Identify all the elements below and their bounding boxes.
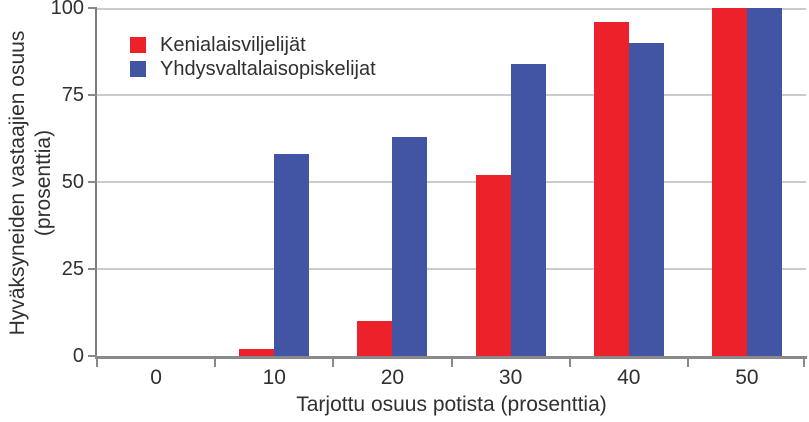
x-tick [450,359,453,367]
bar-kenialaisviljelijat-10 [239,349,275,356]
x-tick [214,359,217,367]
bar-yhdysvaltalaisopiskelijat-10 [274,154,310,356]
y-tick-label: 25 [61,258,84,280]
y-tick-0 [88,355,97,357]
y-tick-25 [88,268,97,270]
y-tick-100 [88,7,97,9]
bar-yhdysvaltalaisopiskelijat-40 [628,42,664,356]
bar-group-10 [215,8,333,356]
legend-swatch-kenialaisviljelijat [130,37,146,53]
legend: Kenialaisviljelijät Yhdysvaltalaisopiskel… [130,34,376,82]
x-tick-label: 30 [498,366,523,389]
x-axis-line [95,356,807,359]
y-tick-label: 50 [61,171,84,193]
legend-label: Yhdysvaltalaisopiskelijat [160,58,376,80]
gridline-100 [97,8,806,10]
x-axis-title: Tarjottu osuus potista (prosenttia) [296,393,607,416]
gridline-75 [97,94,806,96]
x-tick-label: 50 [735,366,759,389]
x-tick-label: 20 [380,366,405,389]
x-tick-label: 10 [262,366,286,389]
legend-label: Kenialaisviljelijät [160,34,306,56]
y-tick-50 [88,181,97,183]
bar-kenialaisviljelijat-30 [475,175,511,356]
y-tick-label: 0 [72,345,84,367]
bar-kenialaisviljelijat-50 [711,8,747,356]
y-tick-75 [88,94,97,96]
bar-yhdysvaltalaisopiskelijat-20 [392,136,428,356]
x-tick [568,359,571,367]
x-tick [332,359,335,367]
x-tick-label: 0 [150,366,162,389]
bar-kenialaisviljelijat-40 [593,21,629,356]
bar-group-40 [570,8,688,356]
x-tick [96,359,98,367]
plot-area: Kenialaisviljelijät Yhdysvaltalaisopiskel… [97,8,806,356]
y-tick-label: 75 [61,84,84,106]
gridline-50 [97,181,806,183]
gridline-25 [97,268,806,270]
x-tick-label: 40 [617,366,641,389]
bar-yhdysvaltalaisopiskelijat-30 [510,63,546,356]
bar-groups [97,8,806,356]
x-tick [803,359,805,367]
bar-yhdysvaltalaisopiskelijat-50 [746,8,782,356]
legend-item-yhdysvaltalaisopiskelijat: Yhdysvaltalaisopiskelijat [130,58,376,80]
y-axis-title-line1: Hyväksyneiden vastaajien osuus [6,30,29,336]
legend-swatch-yhdysvaltalaisopiskelijat [130,61,146,77]
legend-item-kenialaisviljelijat: Kenialaisviljelijät [130,34,376,56]
bar-group-30 [452,8,570,356]
x-tick [686,359,689,367]
y-tick-label: 100 [50,0,84,19]
bar-group-50 [688,8,806,356]
y-axis-line [95,8,97,359]
bar-kenialaisviljelijat-20 [357,321,393,356]
bar-group-20 [333,8,451,356]
